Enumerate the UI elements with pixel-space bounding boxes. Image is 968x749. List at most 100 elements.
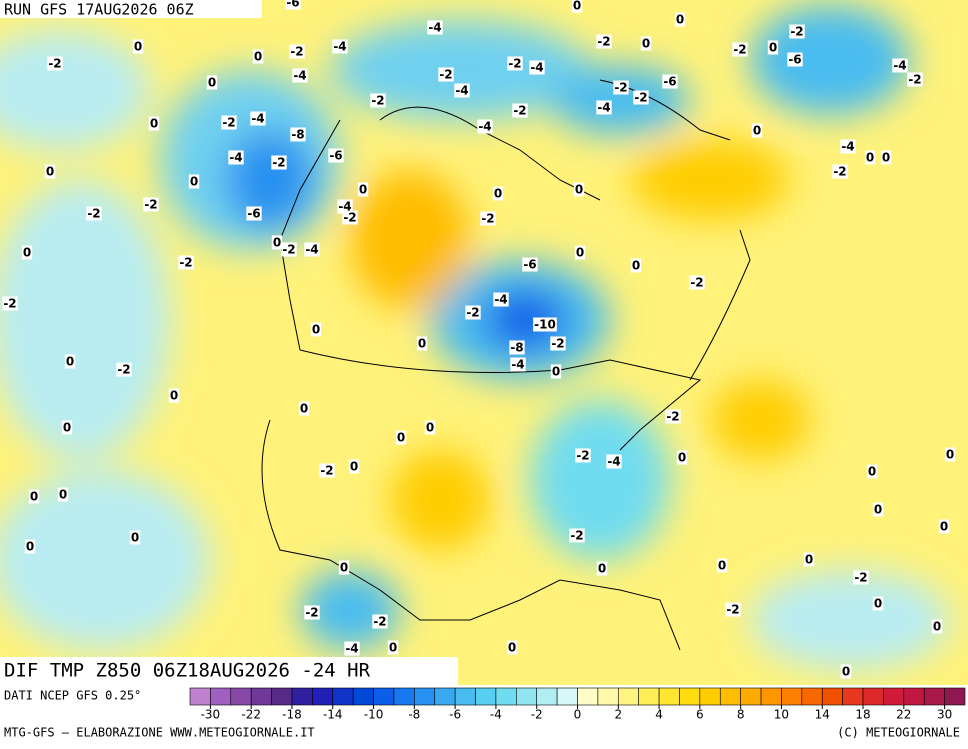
contour-label: -4 xyxy=(455,84,468,98)
contour-label: 0 xyxy=(842,665,850,679)
colorbar-swatch xyxy=(393,687,415,706)
label-background xyxy=(290,127,306,142)
colorbar-swatch xyxy=(291,687,313,706)
colorbar-tick-label: -14 xyxy=(323,708,343,722)
contour-label: -4 xyxy=(607,455,620,469)
contour-label: -2 xyxy=(48,57,61,71)
contour-label: 0 xyxy=(23,246,31,260)
contour-label: 0 xyxy=(350,460,358,474)
contour-label: 0 xyxy=(273,236,281,250)
contour-label: -2 xyxy=(733,43,746,57)
contour-label: -2 xyxy=(373,615,386,629)
label-background xyxy=(840,664,852,679)
label-background xyxy=(228,150,244,165)
label-background xyxy=(28,489,40,504)
label-background xyxy=(304,242,320,257)
contour-label: 0 xyxy=(769,41,777,55)
label-background xyxy=(168,388,180,403)
label-background xyxy=(281,242,297,257)
label-background xyxy=(725,602,741,617)
contour-label: -2 xyxy=(320,464,333,478)
contour-label: 0 xyxy=(805,553,813,567)
label-background xyxy=(732,42,748,57)
label-background xyxy=(372,614,388,629)
label-background xyxy=(665,409,681,424)
colorbar-tick-label: 10 xyxy=(774,708,789,722)
colorbar-swatch xyxy=(352,687,374,706)
contour-label: 0 xyxy=(26,540,34,554)
label-background xyxy=(872,596,884,611)
label-background xyxy=(575,448,591,463)
colorbar-swatch xyxy=(842,687,864,706)
label-background xyxy=(892,58,908,73)
label-background xyxy=(569,528,585,543)
label-background xyxy=(872,502,884,517)
label-background xyxy=(24,539,36,554)
contour-label: 0 xyxy=(190,175,198,189)
label-background xyxy=(132,39,144,54)
contour-label: 0 xyxy=(150,117,158,131)
contour-label: -4 xyxy=(229,151,242,165)
label-background xyxy=(751,123,763,138)
label-background xyxy=(613,80,629,95)
colorbar: -30 -22 -18 -14 -10 -8 -6 -4 -2 0 2 4 6 8 10 14 18 22 30 xyxy=(189,687,966,722)
colorbar-swatch xyxy=(821,687,843,706)
label-background xyxy=(252,49,264,64)
label-background xyxy=(596,100,612,115)
colorbar-swatch xyxy=(556,687,578,706)
contour-label: -6 xyxy=(286,0,299,10)
label-background xyxy=(298,401,310,416)
label-background xyxy=(188,174,200,189)
colorbar-tick-label: 2 xyxy=(614,708,622,722)
contour-label: -6 xyxy=(247,207,260,221)
colorbar-swatch xyxy=(271,687,293,706)
colorbar-swatch xyxy=(699,687,721,706)
contour-label: 0 xyxy=(63,421,71,435)
label-background xyxy=(493,292,509,307)
contour-label: -2 xyxy=(272,156,285,170)
contour-label: -6 xyxy=(329,149,342,163)
colorbar-swatch xyxy=(475,687,497,706)
label-background xyxy=(803,552,815,567)
contour-label: -2 xyxy=(439,68,452,82)
colorbar-tick-label: -4 xyxy=(490,708,502,722)
label-background xyxy=(395,430,407,445)
label-background xyxy=(832,164,848,179)
colorbar-tick-label: -8 xyxy=(408,708,420,722)
label-background xyxy=(454,83,470,98)
colorbar-tick-label: -10 xyxy=(364,708,384,722)
label-background xyxy=(64,354,76,369)
product-title: DIF TMP Z850 06Z18AUG2026 -24 HR xyxy=(4,660,371,682)
colorbar-tick-label: -22 xyxy=(241,708,261,722)
contour-label: 0 xyxy=(66,355,74,369)
label-background xyxy=(289,44,305,59)
contour-label: 0 xyxy=(508,641,516,655)
colorbar-swatch xyxy=(944,687,966,706)
colorbar-tick-label: 8 xyxy=(737,708,745,722)
contour-label: 0 xyxy=(131,531,139,545)
label-background xyxy=(573,182,585,197)
label-background xyxy=(866,464,878,479)
contour-label: -2 xyxy=(290,45,303,59)
copyright: (C) METEOGIORNALE xyxy=(837,726,960,740)
label-background xyxy=(676,450,688,465)
contour-label: -2 xyxy=(3,297,16,311)
label-background xyxy=(357,182,369,197)
contour-label: -10 xyxy=(534,318,556,332)
contour-label: 0 xyxy=(552,365,560,379)
contour-label: 0 xyxy=(340,561,348,575)
label-background xyxy=(285,0,301,10)
colorbar-swatch xyxy=(230,687,252,706)
contour-label: 0 xyxy=(170,389,178,403)
contour-label: -2 xyxy=(726,603,739,617)
contour-label: 0 xyxy=(678,451,686,465)
label-background xyxy=(57,487,69,502)
label-background xyxy=(662,74,678,89)
run-title: RUN GFS 17AUG2026 06Z xyxy=(4,1,194,19)
label-background xyxy=(143,197,159,212)
label-background xyxy=(550,364,562,379)
label-background xyxy=(387,640,399,655)
contour-label: -2 xyxy=(466,306,479,320)
colorbar-tick-label: 6 xyxy=(696,708,704,722)
contour-label: -4 xyxy=(597,101,610,115)
